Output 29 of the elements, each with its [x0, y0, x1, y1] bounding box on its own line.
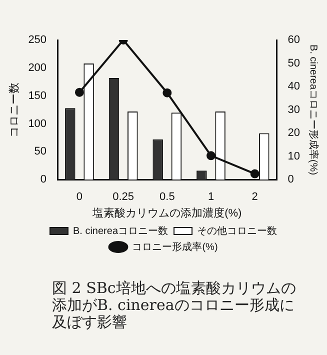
y2-tick-label: 50 [288, 57, 300, 70]
x-axis-title: 塩素酸カリウムの添加濃度(%) [92, 206, 242, 220]
y-axis-title: コロニー数 [8, 82, 21, 138]
x-tick-label: 0.5 [160, 191, 175, 204]
y2-tick-label: 60 [288, 34, 300, 46]
y2-tick-label: 0 [288, 174, 294, 186]
y2-tick-label: 30 [288, 104, 300, 116]
legend-label: B. cinereaコロニー数 [72, 226, 168, 237]
text: 図 2 SBc培地への塩素酸カリウムの添加がB. cinereaのコロニー形成に及ぼす影響 [52, 279, 297, 331]
point [162, 88, 172, 98]
y-tick-label: 0 [40, 174, 47, 186]
point [250, 169, 260, 178]
y-tick-label: 50 [34, 146, 47, 158]
y-tick-label: 200 [28, 62, 47, 74]
y2-tick-label: 20 [288, 127, 300, 140]
x-tick-label: 0.25 [112, 191, 134, 204]
x-tick-label: 1 [208, 191, 214, 204]
y-tick-label: 250 [28, 34, 47, 46]
x-tick-label: 0 [76, 191, 83, 204]
point [206, 151, 216, 160]
y2-tick-label: 40 [288, 80, 300, 93]
legend-label: その他コロニー数 [197, 224, 278, 237]
y-tick-label: 150 [28, 90, 47, 102]
point [74, 88, 84, 97]
y-tick-label: 100 [28, 118, 47, 130]
y2-axis-title: B. cinereaコロニー形成率(%) [307, 44, 320, 176]
legend-label: コロニー形成率(%) [132, 240, 218, 253]
y2-tick-label: 10 [288, 150, 300, 162]
x-tick-label: 2 [252, 191, 258, 204]
